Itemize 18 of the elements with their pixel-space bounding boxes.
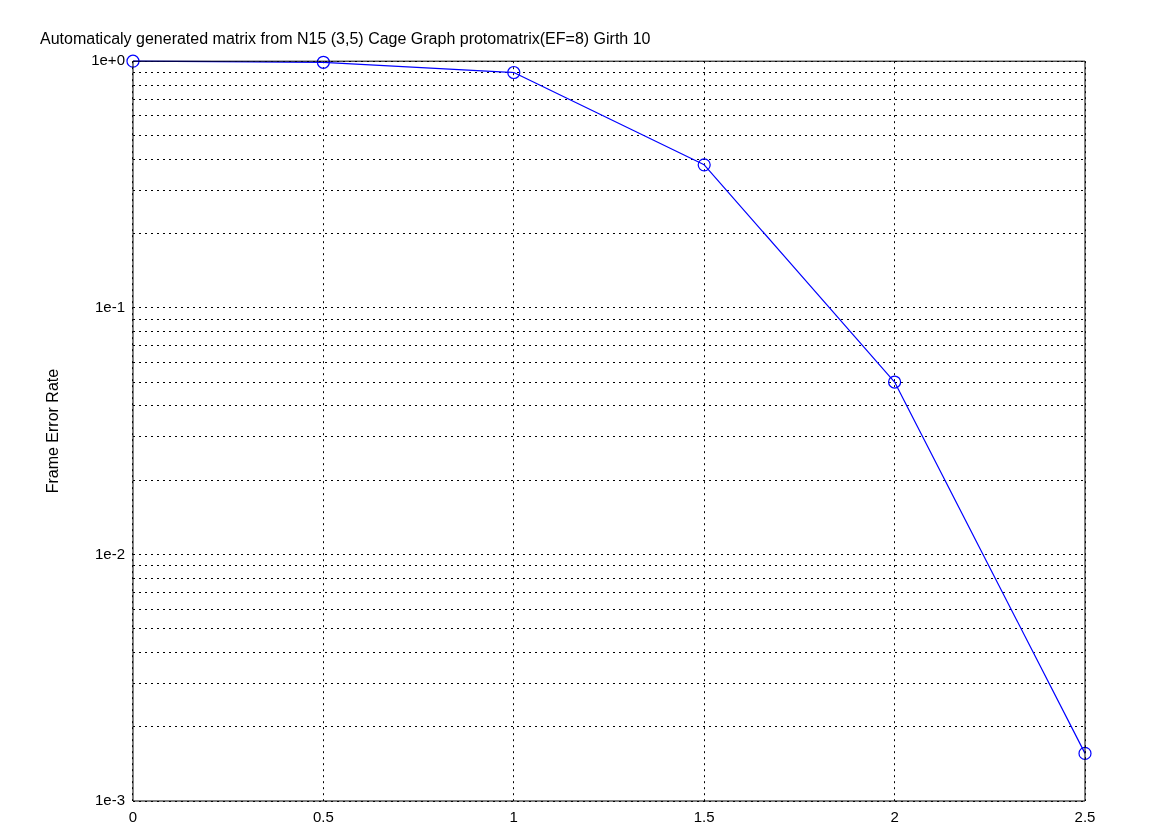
x-tick-label: 2 [890, 808, 899, 826]
x-tick-label: 2.5 [1074, 808, 1096, 826]
chart-title: Automaticaly generated matrix from N15 (3,5) Cage Graph protomatrix(EF=8) Girth 10 [40, 30, 651, 48]
point [1078, 746, 1092, 760]
point [316, 55, 330, 69]
y-tick-label: 1e+0 [91, 51, 125, 69]
x-tick-label: 0.5 [312, 808, 334, 826]
x-tick-label: 1 [509, 808, 518, 826]
point [507, 65, 521, 80]
x-tick-label: 1.5 [693, 808, 715, 826]
point [126, 54, 140, 68]
y-tick-label: 1e-2 [94, 544, 125, 562]
y-tick-label: 1e-1 [94, 297, 125, 315]
y-tick-label: 1e-3 [94, 791, 125, 809]
point [697, 158, 711, 172]
y-axis-title: Frame Error Rate [44, 368, 62, 494]
point [888, 375, 902, 389]
x-tick-label: 0 [128, 808, 138, 826]
